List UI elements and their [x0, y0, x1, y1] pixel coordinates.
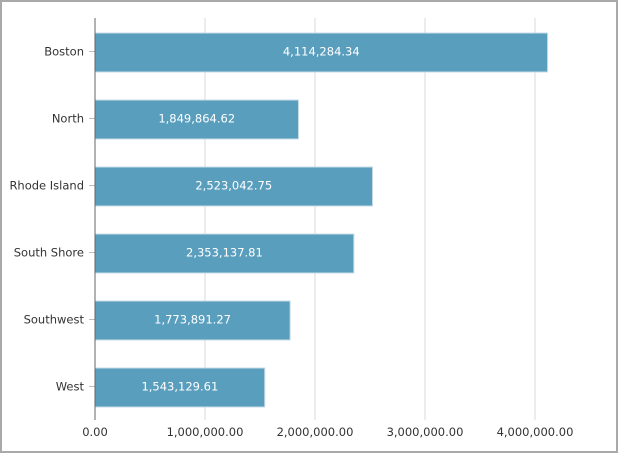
data-label: 1,543,129.61 — [141, 380, 218, 394]
data-label: 1,849,864.62 — [158, 112, 235, 126]
category-label: South Shore — [14, 246, 84, 260]
category-label: North — [52, 112, 84, 126]
bar-southwest — [94, 300, 291, 341]
category-label: West — [56, 380, 85, 394]
bar-boston — [94, 32, 549, 73]
category-label: Rhode Island — [9, 179, 84, 193]
x-tick-label: 4,000,000.00 — [497, 425, 574, 439]
x-tick-label: 2,000,000.00 — [277, 425, 354, 439]
data-label: 1,773,891.27 — [154, 313, 231, 327]
x-tick-label: 3,000,000.00 — [387, 425, 464, 439]
data-label: 2,523,042.75 — [195, 179, 272, 193]
x-tick-label: 0.00 — [82, 425, 108, 439]
bar-west — [94, 367, 266, 408]
x-tick-label: 1,000,000.00 — [167, 425, 244, 439]
data-label: 2,353,137.81 — [186, 246, 263, 260]
category-label: Southwest — [24, 313, 85, 327]
category-label: Boston — [44, 45, 84, 59]
bar-rhode-island — [94, 166, 374, 207]
data-label: 4,114,284.34 — [283, 45, 360, 59]
